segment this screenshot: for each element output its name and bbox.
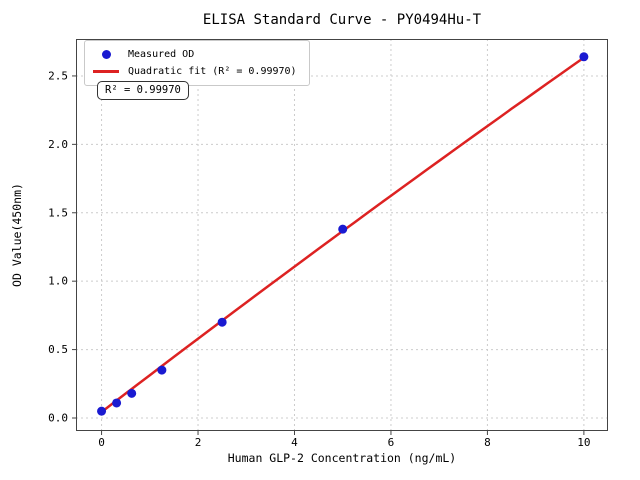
- chart-title: ELISA Standard Curve - PY0494Hu-T: [202, 12, 482, 28]
- y-tick-label: 0.0: [48, 412, 68, 425]
- measured-od-point: [157, 365, 167, 375]
- legend: Measured OD Quadratic fit (R² = 0.99970): [84, 40, 310, 86]
- measured-od-point: [112, 398, 122, 408]
- y-tick-label: 2.0: [48, 138, 68, 151]
- y-axis-label: OD Value(450nm): [10, 183, 24, 287]
- axes-frame: [76, 39, 608, 431]
- quadratic-fit-line: [100, 56, 586, 414]
- measured-od-point: [97, 406, 107, 416]
- measured-od-marker-icon: [93, 50, 119, 59]
- y-tick-label: 1.5: [48, 206, 68, 219]
- measured-od-point: [579, 52, 589, 62]
- x-tick-label: 6: [388, 436, 395, 449]
- x-tick-label: 4: [291, 436, 298, 449]
- legend-item-measured: Measured OD: [93, 46, 297, 63]
- r-squared-annotation: R² = 0.99970: [97, 81, 189, 100]
- x-axis-label: Human GLP-2 Concentration (ng/mL): [227, 451, 457, 465]
- x-tick-label: 0: [98, 436, 105, 449]
- y-tick-label: 2.5: [48, 69, 68, 82]
- y-tick-label: 1.0: [48, 275, 68, 288]
- measured-od-point: [217, 317, 227, 327]
- legend-fit-label: Quadratic fit (R² = 0.99970): [128, 65, 297, 77]
- plot-area: 0 2 4 6 8 10 0.0 0.5 1.0 1.5 2.0 2.5: [48, 39, 608, 449]
- x-tick-label: 10: [577, 436, 590, 449]
- measured-od-point: [127, 388, 137, 398]
- measured-od-point: [338, 224, 348, 234]
- quadratic-fit-line-icon: [93, 70, 119, 73]
- legend-item-fit: Quadratic fit (R² = 0.99970): [93, 63, 297, 80]
- y-tick-label: 0.5: [48, 343, 68, 356]
- x-tick-label: 2: [195, 436, 202, 449]
- plot-canvas: 0 2 4 6 8 10 0.0 0.5 1.0 1.5 2.0 2.5: [48, 39, 608, 449]
- legend-measured-label: Measured OD: [128, 48, 195, 60]
- x-tick-label: 8: [484, 436, 491, 449]
